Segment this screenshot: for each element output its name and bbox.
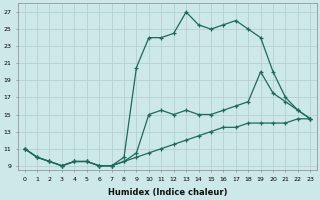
X-axis label: Humidex (Indice chaleur): Humidex (Indice chaleur): [108, 188, 227, 197]
